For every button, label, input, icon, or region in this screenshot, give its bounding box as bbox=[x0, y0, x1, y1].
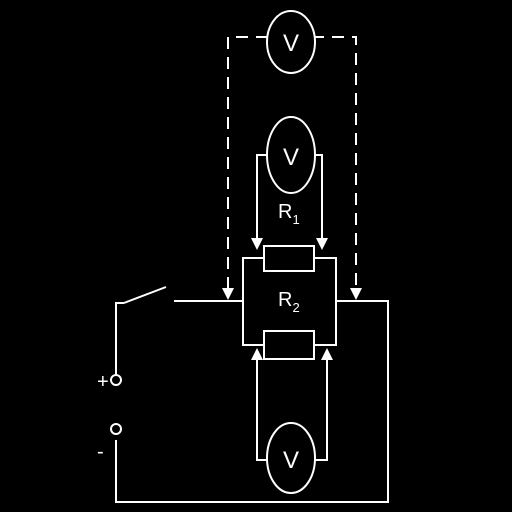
resistor-r2-label: R2 bbox=[278, 289, 300, 315]
voltmeter-top-leads bbox=[222, 36, 362, 300]
wire-positive-to-switch bbox=[115, 302, 124, 374]
wire-parallel-right bbox=[314, 257, 337, 346]
resistor-r2 bbox=[263, 330, 315, 360]
main-circuit-wires bbox=[115, 257, 389, 503]
voltmeter-bottom-leads bbox=[251, 348, 333, 461]
wire-parallel-left bbox=[242, 257, 264, 346]
negative-terminal bbox=[110, 423, 122, 435]
positive-terminal-label: + bbox=[97, 371, 109, 393]
voltmeter-bottom bbox=[266, 422, 316, 494]
resistor-r1-label: R1 bbox=[278, 201, 300, 227]
voltmeter-middle-leads bbox=[251, 154, 328, 250]
voltmeter-bottom-label: V bbox=[283, 447, 299, 474]
voltmeter-middle-label: V bbox=[283, 144, 299, 171]
positive-terminal bbox=[110, 374, 122, 386]
resistor-r1 bbox=[263, 245, 315, 272]
negative-terminal-label: - bbox=[97, 441, 104, 463]
voltmeter-middle bbox=[266, 116, 316, 194]
voltmeter-top bbox=[266, 10, 316, 74]
switch bbox=[123, 286, 167, 304]
wire-return bbox=[115, 300, 389, 503]
voltmeter-top-label: V bbox=[283, 30, 299, 57]
